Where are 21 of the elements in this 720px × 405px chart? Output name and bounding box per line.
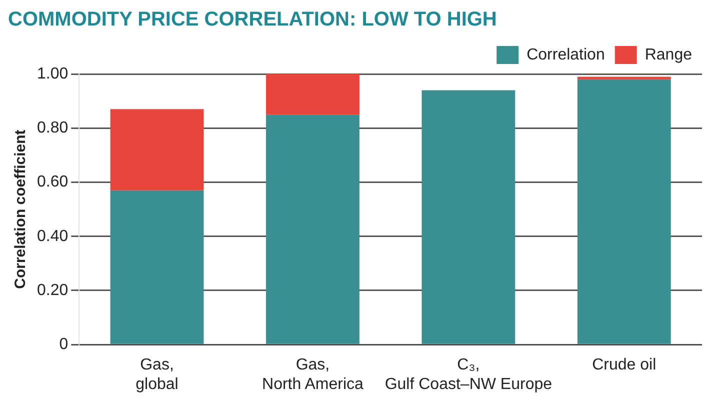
bar: [110, 190, 204, 344]
legend-label: Range: [644, 46, 692, 64]
x-tick-label: Crude oil: [592, 356, 656, 374]
legend-label: Correlation: [526, 46, 605, 64]
y-axis-title: Correlation coefficient: [12, 130, 30, 289]
y-tick-label: 0.20: [37, 282, 68, 299]
x-tick-label: Gas, global: [136, 356, 178, 393]
y-tick-label: 0.60: [37, 174, 68, 191]
y-tick-label: 0.80: [37, 120, 68, 137]
bar: [577, 79, 671, 344]
bar: [266, 114, 360, 344]
y-tick-label: 1.00: [37, 65, 68, 82]
x-tick-label: C₃, Gulf Coast–NW Europe: [384, 356, 552, 393]
bar: [422, 90, 516, 344]
x-tick-label: Gas, North America: [262, 356, 364, 393]
chart-title: COMMODITY PRICE CORRELATION: LOW TO HIGH: [8, 8, 497, 31]
y-tick-label: 0: [59, 336, 68, 354]
bar: [577, 76, 671, 80]
bar: [266, 74, 360, 115]
y-tick-label: 0.40: [37, 228, 68, 245]
bar: [110, 109, 204, 190]
